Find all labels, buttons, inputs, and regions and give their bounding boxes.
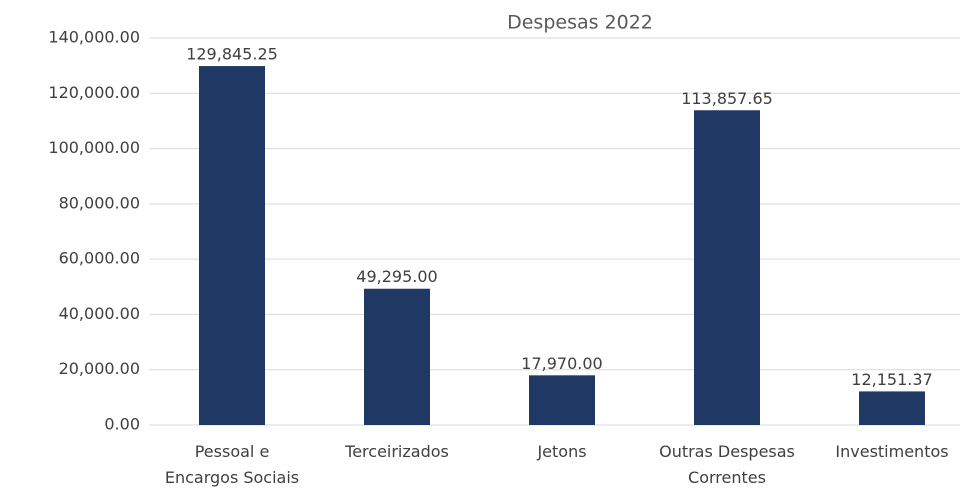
bar [364, 288, 430, 425]
x-tick-label: Jetons [537, 442, 587, 461]
bar [859, 391, 925, 425]
y-tick-label: 0.00 [104, 415, 140, 434]
y-tick-label: 120,000.00 [48, 83, 140, 102]
y-tick-label: 20,000.00 [59, 359, 140, 378]
y-tick-label: 60,000.00 [59, 249, 140, 268]
y-tick-label: 140,000.00 [48, 28, 140, 47]
x-tick-label: Outras Despesas Correntes [659, 442, 795, 487]
x-tick-label: Investimentos [835, 442, 949, 461]
x-tick-label: Pessoal e Encargos Sociais [164, 442, 300, 487]
value-label: 49,295.00 [356, 267, 437, 286]
bar [199, 66, 265, 426]
bar [529, 375, 595, 425]
x-tick-label: Terceirizados [345, 442, 449, 461]
bar [694, 110, 760, 425]
value-label: 129,845.25 [186, 45, 278, 64]
value-label: 17,970.00 [521, 354, 602, 373]
y-tick-label: 80,000.00 [59, 193, 140, 212]
value-label: 113,857.65 [681, 89, 773, 108]
y-tick-label: 40,000.00 [59, 304, 140, 323]
chart-title: Despesas 2022 [507, 12, 653, 34]
value-label: 12,151.37 [851, 370, 932, 389]
y-tick-label: 100,000.00 [48, 138, 140, 157]
